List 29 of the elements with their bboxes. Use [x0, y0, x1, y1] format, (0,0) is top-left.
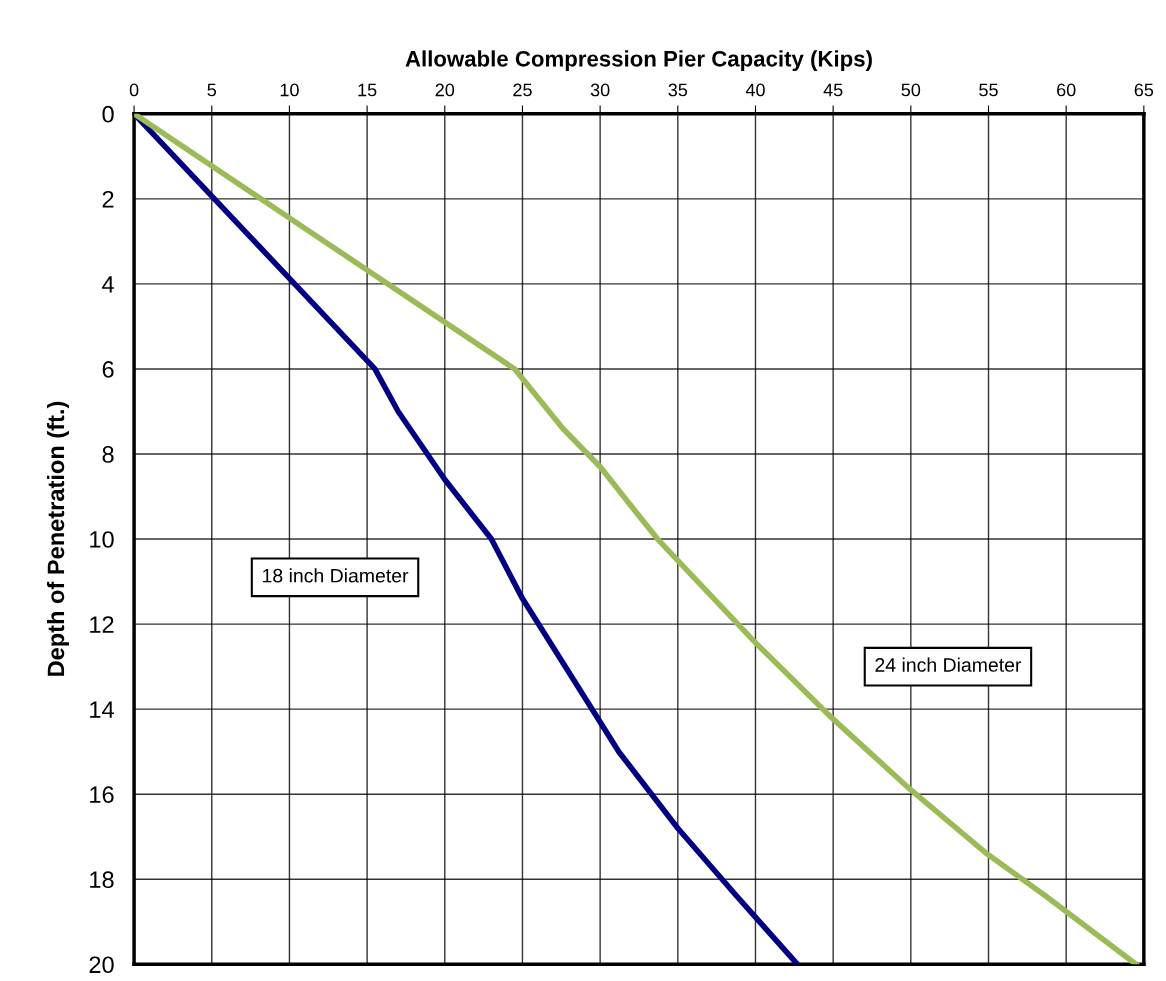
- x-tick-label: 45: [823, 83, 843, 97]
- y-tick-label: 14: [90, 701, 114, 718]
- y-tick-label: 6: [102, 361, 114, 378]
- x-tick-label: 60: [1057, 83, 1076, 97]
- y-tick-label: 0: [102, 105, 114, 123]
- x-tick-label: 40: [745, 83, 765, 97]
- x-tick-label: 0: [129, 83, 139, 97]
- y-tick-label: 4: [102, 276, 114, 293]
- x-tick-label: 15: [358, 83, 377, 97]
- x-axis-title: Allowable Compression Pier Capacity (Kips): [405, 50, 872, 72]
- x-tick-label: 65: [1134, 83, 1154, 97]
- y-tick-label: 2: [102, 190, 114, 208]
- x-tick-label: 5: [207, 83, 217, 97]
- y-tick-label: 12: [90, 616, 114, 633]
- y-tick-label: 8: [102, 446, 114, 463]
- y-axis-title: Depth of Penetration (ft.): [46, 401, 69, 676]
- x-tick-label: 20: [435, 83, 455, 97]
- x-tick-label: 55: [979, 83, 998, 97]
- y-tick-label: 16: [90, 786, 114, 804]
- annotation: 24 inch Diameter: [875, 657, 1022, 672]
- y-tick-label: 18: [90, 871, 114, 889]
- y-tick-label: 20: [89, 956, 114, 974]
- y-tick-label: 10: [90, 531, 114, 548]
- annotation: 18 inch Diameter: [263, 568, 409, 583]
- x-tick-label: 30: [590, 83, 610, 97]
- x-tick-label: 35: [668, 83, 688, 97]
- x-tick-label: 50: [901, 83, 921, 97]
- x-tick-label: 25: [513, 83, 532, 97]
- x-tick-label: 10: [280, 83, 299, 97]
